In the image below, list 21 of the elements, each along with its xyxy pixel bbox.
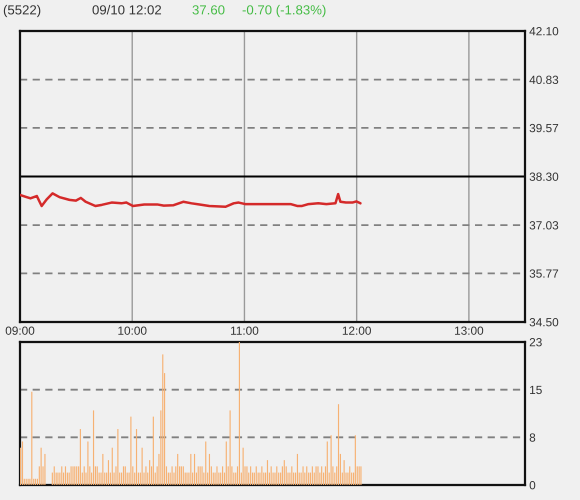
x-tick-label: 13:00: [455, 326, 484, 335]
y-tick-label: 39.57: [530, 124, 558, 132]
text: -0.70 (-1.83%): [242, 4, 326, 18]
x-tick-label: 10:00: [118, 326, 147, 335]
y-tick-label: 15: [530, 386, 542, 394]
chart-title: (5522): [4, 4, 40, 18]
y-tick-label: 38.30: [530, 172, 558, 181]
y-tick-label: 42.10: [529, 27, 558, 36]
y-tick-label: 8: [530, 433, 536, 442]
y-tick-label: 37.03: [530, 221, 558, 230]
y-tick-label: 34.50: [530, 318, 558, 326]
x-tick-label: 09:00: [6, 326, 34, 335]
text: 09/10 12:02: [92, 4, 162, 15]
y-tick-label: 23: [530, 338, 542, 346]
x-tick-label: 11:00: [231, 326, 258, 335]
y-tick-label: 35.77: [530, 269, 558, 278]
line-series: [20, 192, 362, 208]
y-tick-label: 40.83: [529, 76, 558, 84]
text: 37.60: [192, 5, 224, 15]
y-tick-label: 0: [530, 481, 536, 490]
x-tick-label: 12:00: [342, 326, 371, 335]
